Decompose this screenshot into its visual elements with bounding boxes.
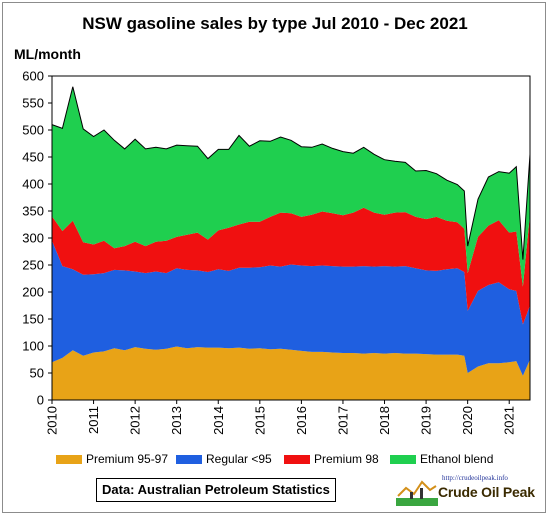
x-tick-label: 2021 bbox=[502, 406, 517, 435]
legend-item-regular: Regular <95 bbox=[176, 452, 272, 466]
legend-label: Regular <95 bbox=[206, 452, 272, 466]
y-tick-label: 550 bbox=[22, 96, 44, 111]
crude-oil-peak-logo[interactable]: http://crudeoilpeak.info Crude Oil Peak bbox=[396, 474, 536, 506]
legend-item-ethanol-blend: Ethanol blend bbox=[390, 452, 493, 466]
x-tick-label: 2017 bbox=[335, 406, 350, 435]
legend-label: Premium 98 bbox=[314, 452, 379, 466]
y-tick-label: 500 bbox=[22, 123, 44, 138]
y-tick-label: 0 bbox=[37, 393, 44, 408]
x-tick-label: 2019 bbox=[419, 406, 434, 435]
y-tick-label: 100 bbox=[22, 339, 44, 354]
logo-name: Crude Oil Peak bbox=[438, 484, 535, 500]
area-regular-95 bbox=[52, 240, 530, 376]
x-tick-label: 2011 bbox=[86, 406, 101, 434]
legend-swatch bbox=[390, 454, 416, 464]
legend-label: Ethanol blend bbox=[420, 452, 494, 466]
y-tick-label: 50 bbox=[30, 366, 44, 381]
area-series-group bbox=[51, 86, 531, 400]
y-tick-label: 200 bbox=[22, 285, 44, 300]
y-axis-label: ML/month bbox=[14, 46, 81, 62]
x-tick-label: 2014 bbox=[211, 406, 226, 435]
y-tick-label: 300 bbox=[22, 231, 44, 246]
x-tick-label: 2010 bbox=[45, 406, 60, 435]
legend-swatch bbox=[56, 454, 82, 464]
legend-label: Premium 95-97 bbox=[86, 452, 169, 466]
legend-swatch bbox=[284, 454, 310, 464]
y-tick-label: 400 bbox=[22, 177, 44, 192]
legend: Premium 95-97 Regular <95 Premium 98 Eth… bbox=[56, 452, 536, 470]
legend-swatch bbox=[176, 454, 202, 464]
area-premium-95-97 bbox=[52, 346, 530, 400]
logo-url: http://crudeoilpeak.info bbox=[442, 474, 508, 482]
x-tick-label: 2015 bbox=[252, 406, 267, 435]
legend-item-premium-98: Premium 98 bbox=[284, 452, 379, 466]
y-tick-label: 350 bbox=[22, 204, 44, 219]
x-tick-label: 2018 bbox=[377, 406, 392, 435]
y-tick-label: 600 bbox=[22, 69, 44, 84]
data-source-note: Data: Australian Petroleum Statistics bbox=[96, 478, 336, 502]
x-tick-label: 2016 bbox=[294, 406, 309, 435]
chart-title: NSW gasoline sales by type Jul 2010 - De… bbox=[82, 14, 468, 33]
area-ethanol-blend bbox=[52, 86, 530, 287]
axes-group: 0 50 100 150 200 250 300 350 400 450 500 550 600 2010… bbox=[22, 69, 531, 435]
oil-well-icon bbox=[396, 480, 438, 506]
y-tick-label: 150 bbox=[22, 312, 44, 327]
y-tick-label: 250 bbox=[22, 258, 44, 273]
area-premium-98 bbox=[52, 207, 530, 325]
y-tick-label: 450 bbox=[22, 150, 44, 165]
total-outline bbox=[51, 86, 531, 260]
x-tick-label: 2013 bbox=[169, 406, 184, 435]
legend-item-premium-95-97: Premium 95-97 bbox=[56, 452, 168, 466]
x-tick-label: 2012 bbox=[128, 406, 143, 435]
x-tick-label: 2020 bbox=[460, 406, 475, 435]
